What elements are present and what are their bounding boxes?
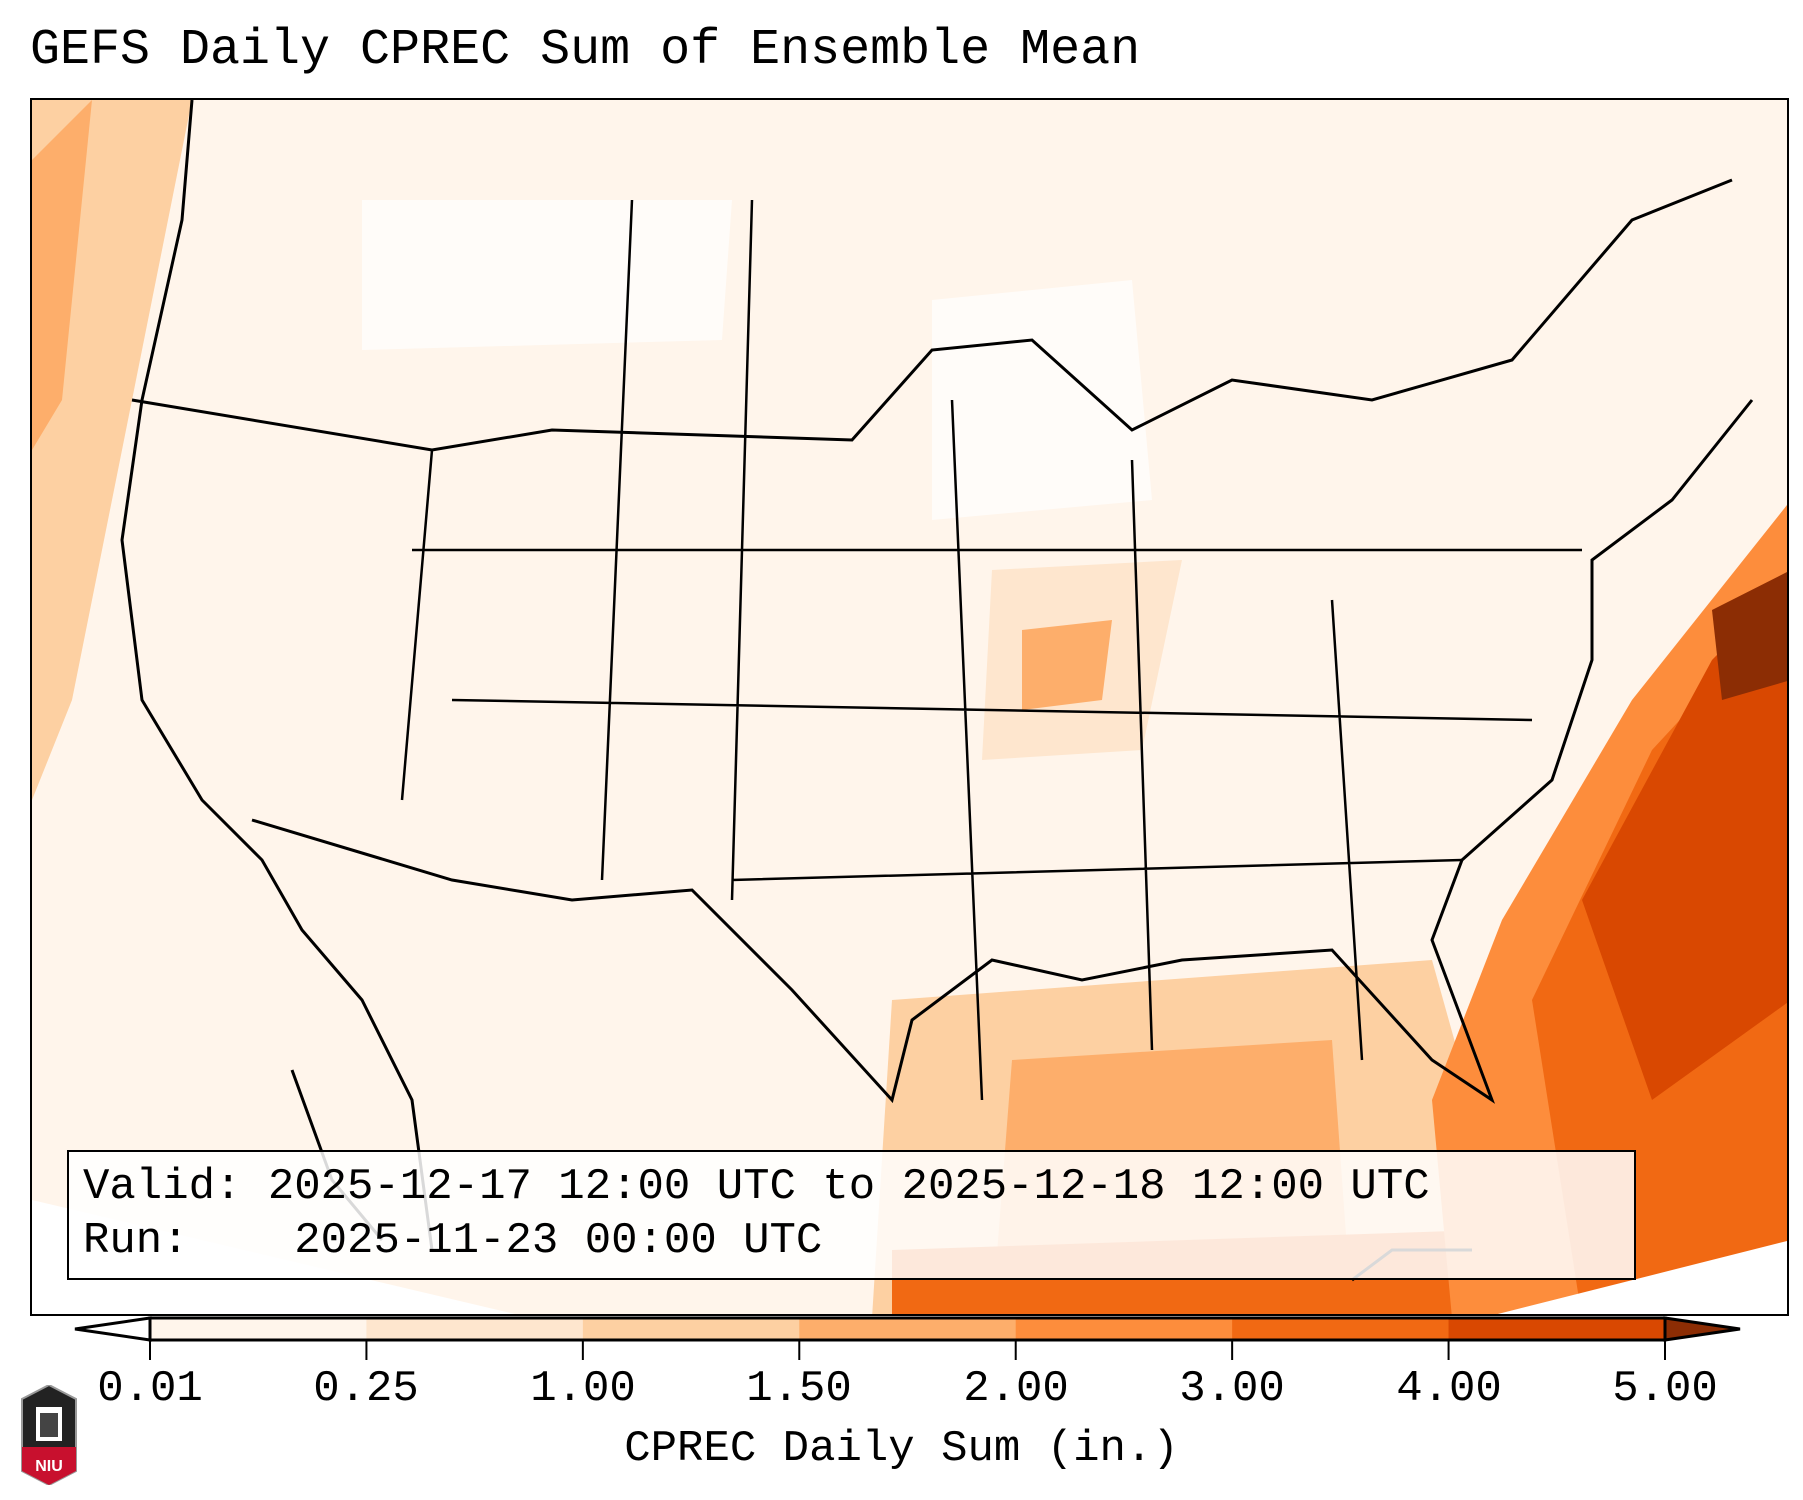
west-coast xyxy=(120,100,434,1251)
colorbar-label: CPREC Daily Sum (in.) xyxy=(624,1424,1179,1474)
map-canvas xyxy=(32,100,1787,1314)
colorbar-segment xyxy=(799,1318,1017,1340)
colorbar-tick-label: 4.00 xyxy=(1396,1364,1502,1414)
outside-domain-right xyxy=(1497,1241,1787,1314)
niu-logo: NIU xyxy=(21,1385,77,1485)
valid-label: Valid: xyxy=(83,1162,242,1212)
svg-text:NIU: NIU xyxy=(35,1458,63,1475)
run-value: 2025-11-23 00:00 UTC xyxy=(294,1216,823,1266)
precip-map xyxy=(30,98,1789,1316)
colorbar-segment xyxy=(1448,1318,1666,1340)
northern-border xyxy=(131,178,1733,452)
colorbar-tick-label: 1.50 xyxy=(746,1364,852,1414)
atlantic-core xyxy=(1582,584,1787,1100)
colorbar-segment xyxy=(366,1318,584,1340)
colorbar xyxy=(74,1316,1741,1360)
dry-area-plains xyxy=(932,280,1152,520)
colorbar-tick-label: 0.01 xyxy=(97,1364,203,1414)
pacific-core xyxy=(32,100,92,450)
colorbar-segment xyxy=(1015,1318,1233,1340)
dry-area-north xyxy=(362,200,732,350)
colorbar-tick-label: 5.00 xyxy=(1612,1364,1718,1414)
colorbar-tick-label: 1.00 xyxy=(530,1364,636,1414)
colorbar-segment xyxy=(582,1318,800,1340)
colorbar-segment xyxy=(150,1318,367,1340)
missouri-core xyxy=(1022,620,1112,710)
state-borders xyxy=(400,199,1582,1101)
colorbar-segment xyxy=(1232,1318,1450,1340)
southern-east-coast xyxy=(251,399,1754,1104)
colorbar-tick-label: 3.00 xyxy=(1179,1364,1285,1414)
valid-run-info-box: Valid: 2025-12-17 12:00 UTC to 2025-12-1… xyxy=(67,1150,1636,1280)
colorbar-under-arrow xyxy=(74,1316,152,1342)
chart-title: GEFS Daily CPREC Sum of Ensemble Mean xyxy=(30,22,1141,79)
atlantic-max xyxy=(1712,572,1787,700)
valid-value: 2025-12-17 12:00 UTC to 2025-12-18 12:00… xyxy=(267,1162,1430,1212)
colorbar-tick-label: 2.00 xyxy=(963,1364,1069,1414)
colorbar-frame xyxy=(148,1316,1667,1342)
run-label: Run: xyxy=(83,1216,189,1266)
colorbar-tick-label: 0.25 xyxy=(313,1364,419,1414)
colorbar-over-arrow xyxy=(1663,1316,1741,1342)
